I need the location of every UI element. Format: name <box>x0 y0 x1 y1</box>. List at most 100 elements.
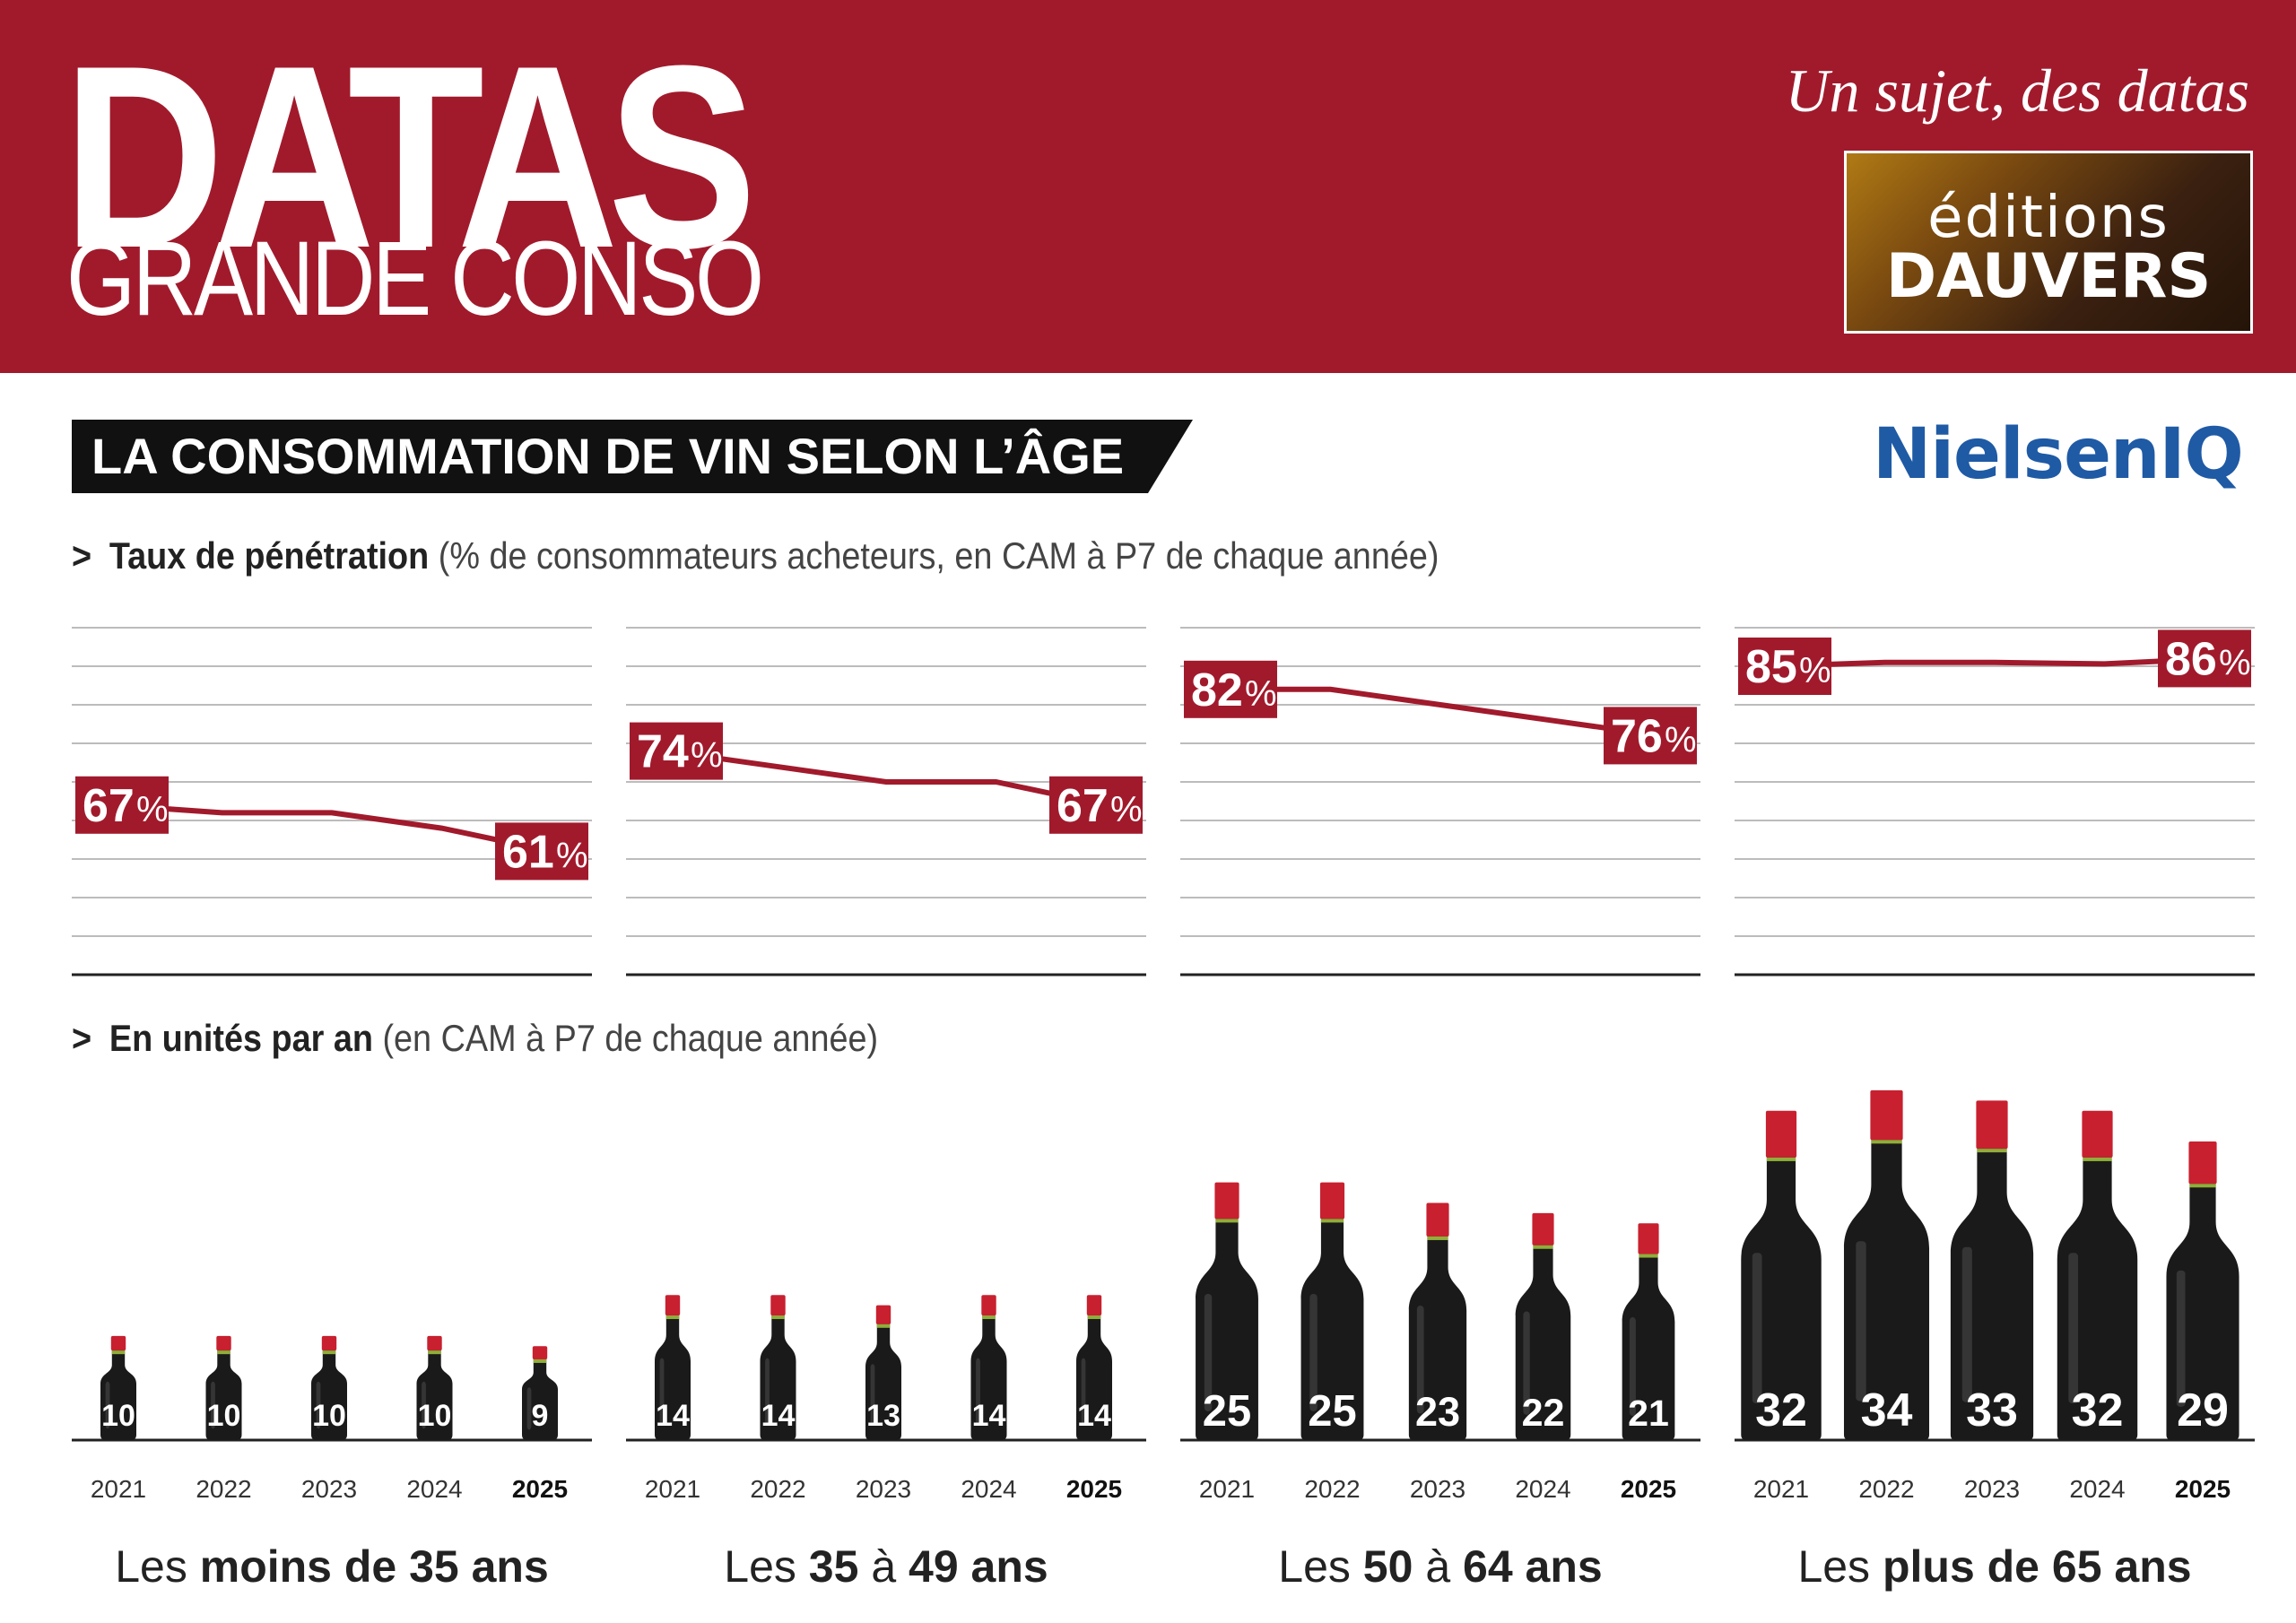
bottle-cap-ring <box>665 1315 680 1320</box>
year-label: 2024 <box>406 1475 462 1503</box>
value-label-box <box>2158 629 2251 688</box>
wine-bottle <box>1300 1184 1364 1440</box>
bottle-highlight <box>976 1358 980 1425</box>
group-label-over-65: Les plus de 65 ans <box>1726 1541 2264 1593</box>
wine-bottle <box>1843 1091 1930 1440</box>
year-label: 2025 <box>512 1475 568 1503</box>
bottle-cap-ring <box>876 1324 891 1328</box>
wine-bottle <box>760 1297 796 1440</box>
value-label: 85 <box>1745 641 1797 693</box>
publisher-logo-line1: éditions <box>1927 185 2170 251</box>
bottle-highlight <box>1204 1293 1213 1411</box>
bottle-cap-ring <box>217 1350 230 1355</box>
penetration-line <box>665 748 1107 808</box>
wine-bottle <box>1741 1112 1822 1440</box>
year-label: 2021 <box>1753 1475 1809 1503</box>
group-label-strong: 64 ans <box>1463 1541 1603 1592</box>
value-label-box <box>1049 776 1143 834</box>
bottle-cap <box>981 1295 996 1316</box>
bottle-cap <box>1426 1202 1449 1237</box>
bottle-highlight <box>1081 1358 1086 1425</box>
value-label: 82 <box>1191 664 1243 716</box>
bottle-value-label: 10 <box>418 1399 452 1433</box>
year-label: 2023 <box>856 1475 911 1503</box>
bottle-cap <box>770 1295 786 1316</box>
value-label: 67 <box>83 780 135 832</box>
bottle-cap-ring <box>1533 1245 1553 1249</box>
wine-bottle <box>1076 1297 1112 1440</box>
value-label-unit: % <box>1799 651 1831 690</box>
bottle-cap <box>2082 1110 2113 1158</box>
bottle-highlight <box>2176 1270 2186 1407</box>
year-label: 2021 <box>91 1475 146 1503</box>
bottle-value-label: 33 <box>1966 1384 2018 1436</box>
bottle-cap-ring <box>533 1358 547 1363</box>
group-label-prefix: Les <box>115 1541 187 1592</box>
wine-bottle <box>2057 1112 2138 1440</box>
bottle-cap-ring <box>1320 1219 1344 1223</box>
penetration-line <box>111 802 552 855</box>
year-label: 2024 <box>1515 1475 1570 1503</box>
group-label-strong: 50 <box>1362 1541 1413 1592</box>
bottle-cap <box>321 1335 337 1351</box>
bottle-value-label: 25 <box>1203 1387 1251 1436</box>
group-label-prefix: Les <box>1278 1541 1351 1592</box>
value-label-unit: % <box>556 836 588 875</box>
bottle-cap <box>532 1346 548 1359</box>
bottle-cap <box>1532 1212 1554 1245</box>
group-label-strong: moins de 35 ans <box>199 1541 549 1592</box>
value-label-box <box>630 722 723 780</box>
year-label: 2021 <box>1199 1475 1255 1503</box>
section-title: LA CONSOMMATION DE VIN SELON L’ÂGE <box>91 428 1125 484</box>
year-label: 2021 <box>645 1475 700 1503</box>
wine-bottle <box>1515 1214 1571 1440</box>
bottle-highlight <box>765 1358 770 1425</box>
bottle-value-label: 34 <box>1861 1384 1913 1436</box>
group-label-prefix: Les <box>1797 1541 1871 1592</box>
bottle-highlight <box>1856 1241 1866 1402</box>
bottle-value-label: 22 <box>1522 1392 1565 1435</box>
bottle-cap <box>427 1335 442 1351</box>
bottle-value-label: 10 <box>207 1399 241 1433</box>
wine-bottle <box>1950 1102 2034 1440</box>
value-label: 86 <box>2165 633 2217 685</box>
bottle-highlight <box>422 1381 426 1429</box>
bottle-cap-ring <box>1871 1140 1902 1144</box>
bottle-value-label: 32 <box>2072 1384 2124 1436</box>
value-label-unit: % <box>691 736 723 776</box>
bottle-highlight <box>870 1364 875 1426</box>
wine-bottle <box>655 1297 691 1440</box>
bottle-cap-ring <box>1639 1254 1658 1258</box>
bottle-value-label: 32 <box>1755 1384 1807 1436</box>
group-label-under-35: Les moins de 35 ans <box>63 1541 601 1593</box>
value-label: 76 <box>1611 710 1663 762</box>
bottle-cap-ring <box>1766 1157 1796 1161</box>
bottle-value-label: 10 <box>101 1399 135 1433</box>
wine-bottle <box>2166 1142 2239 1440</box>
value-label-box <box>1604 707 1697 765</box>
units-heading-note: (en CAM à P7 de chaque année) <box>382 1017 879 1059</box>
wine-bottle <box>416 1337 453 1440</box>
bottle-highlight <box>1961 1246 1972 1402</box>
heading-arrow: > <box>72 1017 92 1059</box>
penetration-heading-note: (% de consommateurs acheteurs, en CAM à … <box>438 534 1439 577</box>
value-label-unit: % <box>2219 643 2251 682</box>
bottle-highlight <box>1309 1293 1318 1411</box>
bottle-value-label: 10 <box>312 1399 346 1433</box>
bottle-cap <box>1086 1295 1102 1316</box>
wine-bottle <box>205 1337 242 1440</box>
value-label-box <box>1184 660 1277 718</box>
year-label: 2024 <box>2069 1475 2125 1503</box>
tagline: Un sujet, des datas <box>1785 56 2249 125</box>
penetration-heading-strong: Taux de pénétration <box>109 534 430 577</box>
bottle-cap-ring <box>322 1350 336 1355</box>
year-label: 2023 <box>1964 1475 2020 1503</box>
bottle-value-label: 21 <box>1628 1393 1669 1434</box>
value-label: 61 <box>502 826 554 878</box>
bottle-cap-ring <box>1427 1236 1448 1240</box>
group-label-middle: à <box>871 1541 897 1592</box>
publisher-logo-line2: DAUVERS <box>1885 241 2212 312</box>
heading-arrow: > <box>72 534 92 577</box>
wine-bottle <box>1196 1184 1258 1440</box>
